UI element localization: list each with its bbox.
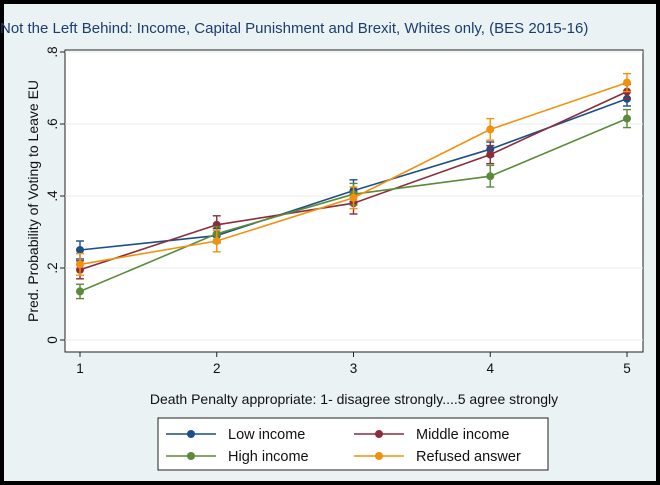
legend-item: Middle income — [354, 427, 510, 443]
y-tick-label: 0 — [45, 336, 60, 344]
y-tick-label: .6 — [45, 118, 60, 129]
legend-label: Low income — [228, 427, 305, 443]
legend-label: Middle income — [416, 427, 510, 443]
y-tick-label: .4 — [45, 190, 60, 202]
x-tick-label: 2 — [213, 361, 221, 376]
data-point — [76, 260, 84, 269]
legend-item: Refused answer — [354, 449, 521, 465]
y-tick-label: .8 — [45, 46, 60, 57]
y-axis: 0 .2 .4 .6 .8 — [45, 46, 65, 344]
x-tick-label: 3 — [350, 361, 358, 376]
data-point — [486, 172, 495, 181]
data-point — [623, 114, 631, 123]
legend-label: High income — [228, 449, 309, 465]
data-point — [76, 246, 84, 254]
x-tick-label: 4 — [486, 361, 494, 376]
legend-item: High income — [166, 449, 309, 465]
legend: Low income Middle income High income Refuse… — [157, 417, 549, 471]
data-point — [76, 287, 84, 296]
data-point — [486, 125, 495, 134]
legend-marker — [375, 430, 383, 438]
series-layer — [76, 72, 631, 300]
data-point — [623, 78, 631, 87]
legend-marker — [187, 430, 195, 438]
x-tick-label: 1 — [76, 361, 84, 376]
y-axis-label: Pred. Probability of Voting to Leave EU — [25, 80, 41, 322]
data-point — [349, 193, 358, 202]
data-point — [212, 237, 221, 245]
legend-marker — [187, 452, 195, 460]
legend-item: Low income — [166, 427, 305, 443]
legend-box — [157, 417, 549, 471]
chart-title: Not the Left Behind: Income, Capital Pun… — [0, 20, 589, 37]
gridlines — [65, 51, 643, 341]
series-refused-answer — [76, 72, 631, 276]
y-tick-label: .2 — [45, 262, 60, 273]
x-axis-label: Death Penalty appropriate: 1- disagree s… — [150, 391, 558, 407]
x-tick-label: 5 — [623, 361, 631, 376]
x-axis: 1 2 3 4 5 — [76, 352, 631, 376]
legend-marker — [375, 452, 383, 460]
legend-label: Refused answer — [416, 449, 521, 465]
data-point — [486, 150, 495, 159]
